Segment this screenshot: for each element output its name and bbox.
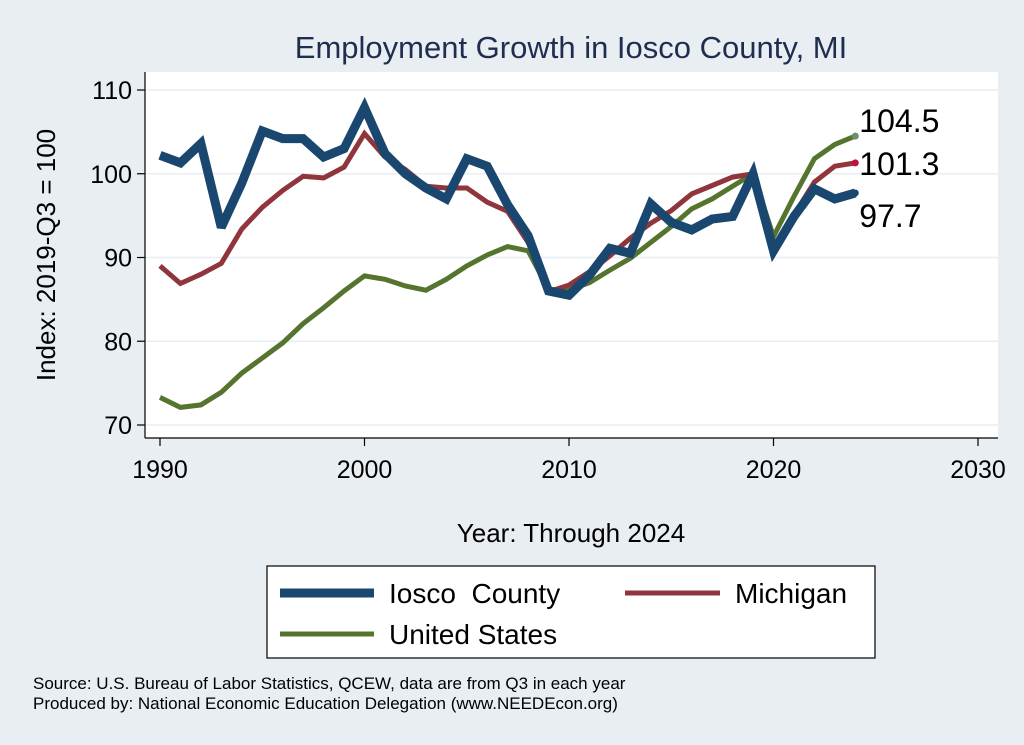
end-label-97.7: 97.7 <box>859 198 921 234</box>
series-line-united-states <box>158 133 857 410</box>
y-tick-label-90: 90 <box>104 245 132 273</box>
y-axis-title: Index: 2019-Q3 = 100 <box>31 129 61 381</box>
x-tick-label-2020: 2020 <box>746 456 802 484</box>
chart-title: Employment Growth in Iosco County, MI <box>295 30 847 65</box>
end-marker-104.5 <box>851 132 859 140</box>
x-tick-label-2030: 2030 <box>950 456 1006 484</box>
y-tick-label-100: 100 <box>90 161 132 189</box>
x-axis-title: Year: Through 2024 <box>457 518 685 548</box>
end-marker-97.7 <box>851 189 859 197</box>
legend-box <box>266 565 876 659</box>
end-label-101.3: 101.3 <box>859 146 939 182</box>
legend-label-iosco: Iosco County <box>389 578 560 609</box>
source-note: Source: U.S. Bureau of Labor Statistics,… <box>33 674 626 693</box>
legend: Iosco County Michigan United States <box>266 565 876 659</box>
legend-label-michigan: Michigan <box>735 578 847 609</box>
y-axis-ticks: 70 80 90 100 110 <box>90 77 145 440</box>
produced-note: Produced by: National Economic Education… <box>33 694 618 713</box>
end-label-104.5: 104.5 <box>859 103 939 139</box>
x-tick-label-2000: 2000 <box>337 456 393 484</box>
y-tick-label-110: 110 <box>92 77 132 105</box>
y-tick-label-80: 80 <box>104 328 132 356</box>
end-markers: 104.5 101.3 97.7 <box>851 103 939 234</box>
series-line-iosco <box>158 97 857 301</box>
x-axis-ticks: 1990 2000 2010 2020 2030 <box>132 438 1006 484</box>
x-tick-label-1990: 1990 <box>132 456 188 484</box>
y-tick-label-70: 70 <box>104 412 132 440</box>
end-marker-101.3 <box>851 159 859 167</box>
x-tick-label-2010: 2010 <box>541 456 597 484</box>
series-lines <box>158 97 857 410</box>
legend-label-united-states: United States <box>389 619 557 650</box>
